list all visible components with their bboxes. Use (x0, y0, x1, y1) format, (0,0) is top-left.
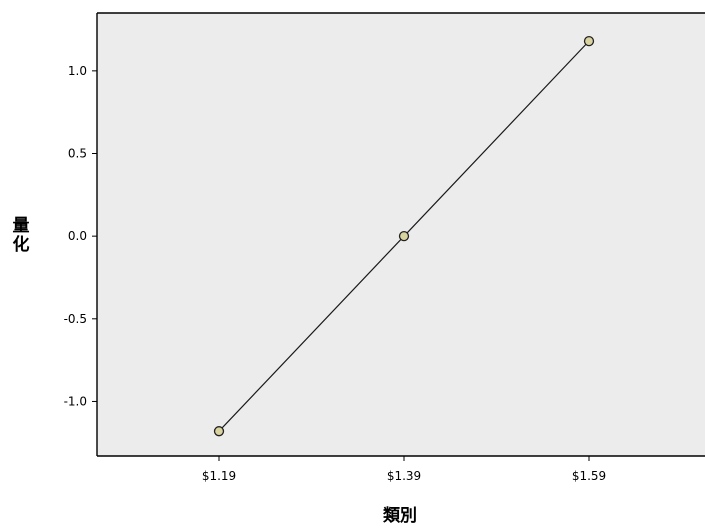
series-group (213, 35, 595, 437)
data-point (583, 35, 595, 47)
data-point (213, 426, 225, 437)
x-tick-label: $1.39 (387, 469, 421, 483)
y-ticks: 1.0 0.5 0.0 -0.5 -1.0 (64, 64, 97, 408)
y-axis-title: 量化 (13, 215, 30, 255)
x-tick-label: $1.19 (202, 469, 236, 483)
y-tick-label: 0.0 (68, 229, 87, 243)
x-ticks: $1.19 $1.39 $1.59 (202, 456, 606, 483)
y-tick-label: 0.5 (68, 147, 87, 161)
x-tick-label: $1.59 (572, 469, 606, 483)
y-tick-label: -0.5 (64, 312, 87, 326)
y-tick-label: 1.0 (68, 64, 87, 78)
data-point (398, 231, 410, 242)
y-tick-label: -1.0 (64, 394, 87, 408)
x-axis-title: 類別 (382, 506, 417, 526)
